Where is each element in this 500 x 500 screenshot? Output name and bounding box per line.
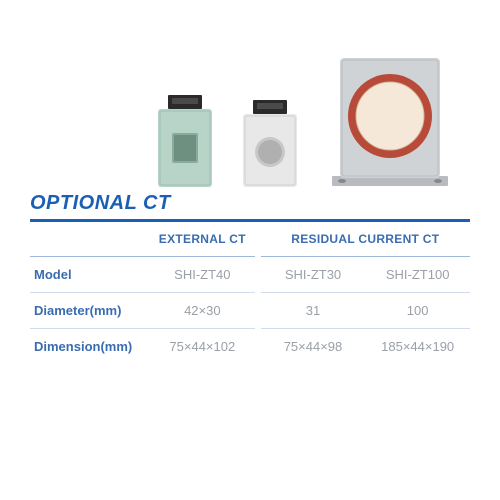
cell: 185×44×190	[365, 329, 470, 365]
header-blank	[30, 222, 150, 257]
row-label: Diameter(mm)	[30, 293, 150, 329]
product-images-row	[30, 30, 470, 190]
cell: SHI-ZT30	[261, 257, 366, 293]
section-title: OPTIONAL CT	[30, 192, 470, 215]
cell: SHI-ZT100	[365, 257, 470, 293]
cell: 42×30	[150, 293, 255, 329]
ct-image-zt40	[150, 95, 220, 190]
ct-image-zt100	[320, 50, 460, 190]
row-label: Dimension(mm)	[30, 329, 150, 365]
header-external: EXTERNAL CT	[150, 222, 255, 257]
header-row: EXTERNAL CT RESIDUAL CURRENT CT	[30, 222, 470, 257]
ct-image-zt30	[235, 100, 305, 190]
row-label: Model	[30, 257, 150, 293]
table-row: Diameter(mm) 42×30 31 100	[30, 293, 470, 329]
spec-sheet: OPTIONAL CT EXTERNAL CT RESIDUAL CURRENT…	[0, 0, 500, 364]
cell: 100	[365, 293, 470, 329]
header-residual: RESIDUAL CURRENT CT	[261, 222, 470, 257]
cell: 31	[261, 293, 366, 329]
spec-table: EXTERNAL CT RESIDUAL CURRENT CT Model SH…	[30, 222, 470, 364]
table-row: Model SHI-ZT40 SHI-ZT30 SHI-ZT100	[30, 257, 470, 293]
cell: SHI-ZT40	[150, 257, 255, 293]
table-row: Dimension(mm) 75×44×102 75×44×98 185×44×…	[30, 329, 470, 365]
cell: 75×44×102	[150, 329, 255, 365]
cell: 75×44×98	[261, 329, 366, 365]
